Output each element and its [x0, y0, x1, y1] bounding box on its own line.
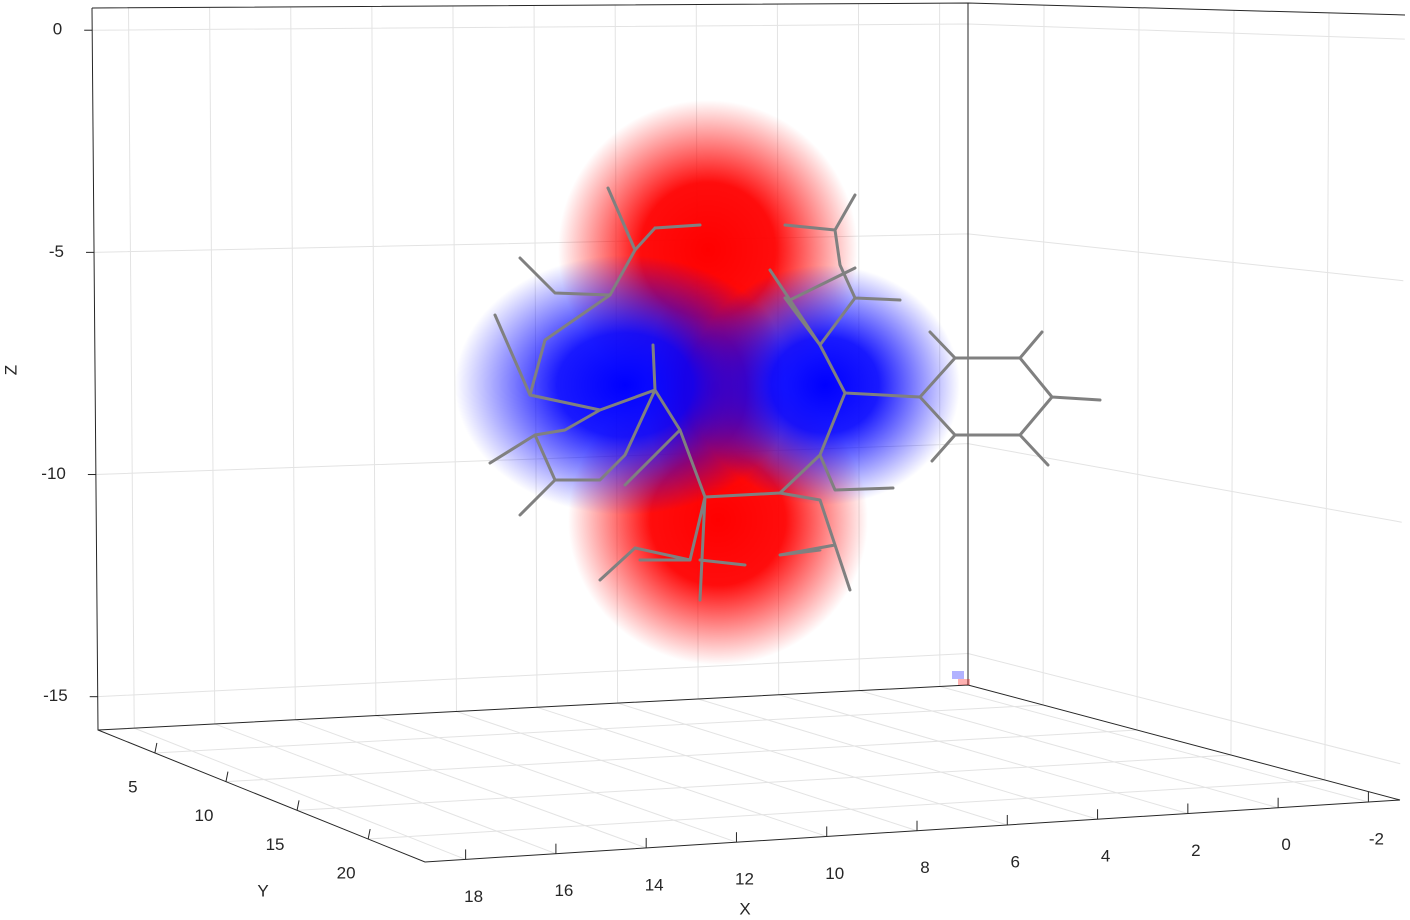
- z-tick-label: -15: [43, 686, 68, 705]
- y-axis-label: Y: [257, 881, 268, 900]
- x-tick-label: 14: [645, 875, 664, 894]
- x-tick-label: 0: [1281, 835, 1290, 854]
- molecule-bonds: [843, 330, 1102, 467]
- tick-mark: [296, 800, 300, 811]
- x-tick-label: 18: [464, 887, 483, 906]
- y-tick-label: 15: [266, 835, 285, 854]
- z-axis-label: Z: [1, 365, 20, 375]
- z-tick-label: 0: [53, 20, 62, 39]
- tick-mark: [154, 742, 158, 754]
- grid-line: [128, 7, 466, 860]
- axis-line: [91, 7, 1401, 863]
- y-tick-label: 10: [194, 806, 213, 825]
- box-edge: [97, 684, 1401, 801]
- molecule-bonds: [488, 186, 902, 602]
- grid-line: [92, 23, 1405, 40]
- molecule: [488, 186, 1102, 602]
- grid-line: [939, 3, 1369, 803]
- x-axis-label: X: [739, 899, 750, 918]
- z-tick-label: -10: [41, 464, 66, 483]
- x-tick-label: 12: [735, 870, 754, 889]
- x-tick-label: 2: [1191, 841, 1200, 860]
- box-edge: [91, 2, 1406, 16]
- x-tick-label: -2: [1369, 829, 1384, 848]
- x-tick-label: 8: [920, 858, 929, 877]
- z-tick-label: -5: [49, 242, 64, 261]
- negative-lobe: [690, 265, 960, 505]
- negative-lobe: [455, 255, 795, 515]
- orbital: [455, 100, 970, 685]
- x-tick-label: 4: [1101, 847, 1110, 866]
- tick-mark: [367, 828, 371, 840]
- axes-box: [91, 2, 1406, 863]
- y-tick-label: 20: [337, 864, 356, 883]
- x-tick-label: 6: [1011, 852, 1020, 871]
- positive-lobe: [958, 679, 970, 685]
- x-tick-label: 10: [825, 864, 844, 883]
- negative-lobe: [952, 671, 964, 679]
- y-tick-label: 5: [128, 777, 137, 796]
- grid-line: [97, 653, 1401, 765]
- x-tick-label: 16: [554, 881, 573, 900]
- tick-mark: [225, 771, 229, 782]
